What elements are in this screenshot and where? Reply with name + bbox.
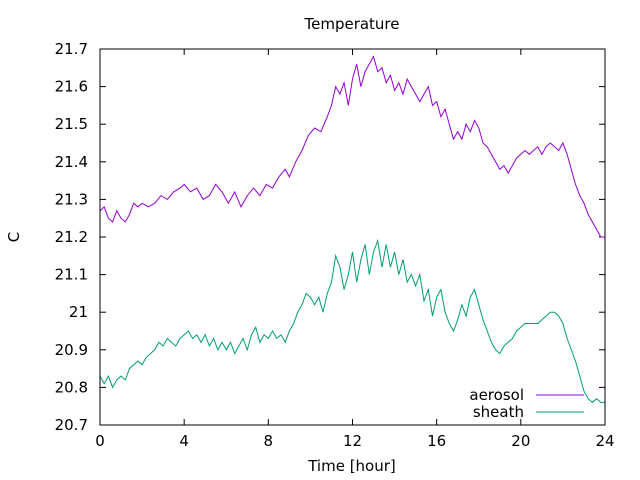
- y-axis-label: C: [5, 232, 23, 242]
- y-tick-label: 20.9: [55, 341, 88, 359]
- x-axis-label: Time [hour]: [307, 457, 396, 475]
- y-tick-label: 21.2: [55, 228, 88, 246]
- series-lines: [99, 55, 605, 404]
- y-tick-label: 21.5: [55, 115, 88, 133]
- y-tick-label: 21: [69, 303, 88, 321]
- y-tick-label: 21.3: [55, 190, 88, 208]
- x-tick-label: 8: [264, 432, 274, 450]
- axis-ticks: 0 4 8 12 16 20 24 20.7 20.8 20.9 21 21.1 21.2 21.3 21.…: [55, 40, 615, 450]
- y-tick-label: 21.6: [55, 78, 88, 96]
- x-tick-label: 4: [179, 432, 189, 450]
- x-tick-label: 12: [343, 432, 362, 450]
- series-line-aerosol: [99, 55, 605, 238]
- x-tick-label: 16: [427, 432, 446, 450]
- x-tick-label: 0: [95, 432, 105, 450]
- y-tick-label: 21.7: [55, 40, 88, 58]
- y-tick-label: 20.7: [55, 416, 88, 434]
- x-tick-label: 24: [595, 432, 614, 450]
- legend-label-aerosol: aerosol: [469, 386, 524, 404]
- chart-title: Temperature: [303, 15, 399, 33]
- y-tick-label: 21.1: [55, 266, 88, 284]
- y-tick-label: 20.8: [55, 378, 88, 396]
- y-tick-label: 21.4: [55, 153, 88, 171]
- series-line-sheath: [99, 238, 605, 404]
- plot-frame: [99, 48, 606, 426]
- legend-label-sheath: sheath: [473, 403, 524, 421]
- x-tick-label: 20: [511, 432, 530, 450]
